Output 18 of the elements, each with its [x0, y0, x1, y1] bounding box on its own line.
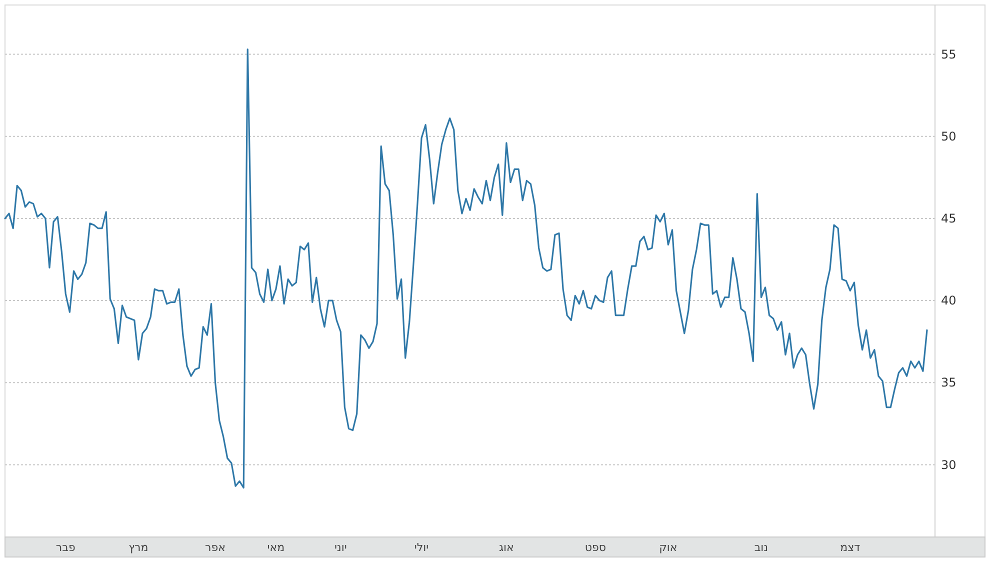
x-tick-label: דצמ: [840, 541, 860, 554]
y-tick-label: 40: [941, 294, 956, 308]
y-tick-label: 45: [941, 211, 956, 226]
x-tick-label: אוק: [659, 541, 678, 554]
x-tick-label: אפר: [205, 541, 226, 554]
x-tick-label: ספט: [584, 541, 606, 554]
y-tick-label: 35: [941, 376, 956, 390]
x-tick-label: יוני: [334, 541, 347, 554]
y-tick-label: 50: [941, 129, 956, 144]
y-tick-label: 55: [941, 47, 956, 62]
x-tick-label: נוב: [754, 541, 768, 554]
x-tick-label: פבר: [56, 541, 76, 554]
x-tick-label: יולי: [414, 541, 429, 554]
x-tick-label: מאי: [267, 541, 285, 554]
y-tick-label: 30: [941, 458, 956, 472]
x-tick-label: מרץ: [128, 541, 148, 554]
x-tick-label: אוג: [498, 541, 514, 554]
line-series: [4, 48, 928, 489]
